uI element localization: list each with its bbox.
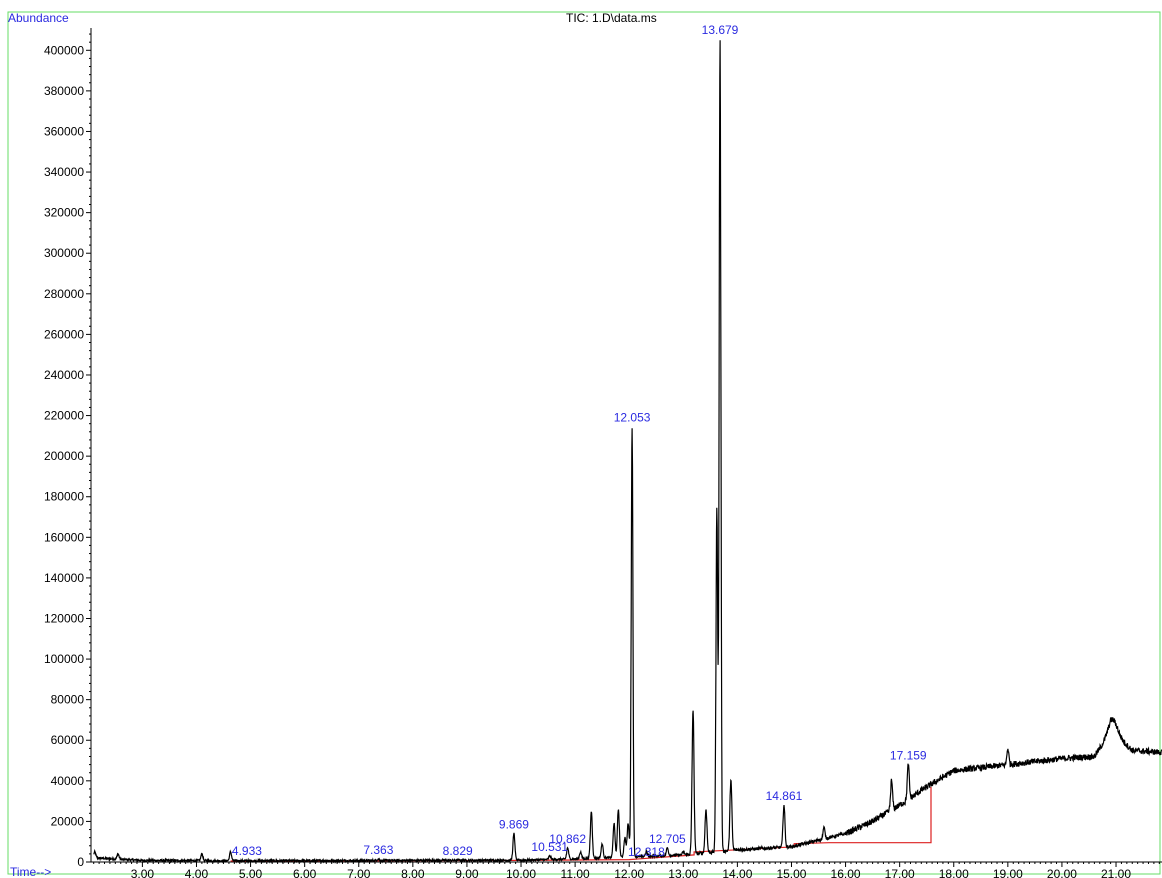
y-tick-label: 320000 (44, 206, 84, 220)
x-ticks: 3.00 4.00 5.00 6.00 7.00 8.00 9.00 10.00 11.00 12… (93, 862, 1160, 878)
y-tick-label: 0 (77, 855, 84, 869)
x-tick-label: 10.00 (506, 867, 536, 878)
peak-label: 7.363 (363, 843, 393, 857)
plot-frame (7, 11, 1161, 875)
peak-label: 8.829 (443, 844, 473, 858)
peak-label: 12.053 (614, 411, 651, 425)
y-tick-label: 300000 (44, 246, 84, 260)
x-tick-label: 17.00 (885, 867, 915, 878)
y-ticks: 0 20000 40000 60000 80000 100000 120000 140000 1… (44, 33, 91, 869)
peak-labels: 4.933 7.363 8.8299.86910.53110.86212.31812… (232, 23, 927, 859)
x-tick-label: 15.00 (776, 867, 806, 878)
y-tick-label: 60000 (51, 733, 85, 747)
integration-baseline (230, 786, 932, 862)
x-tick-label: 20.00 (1047, 867, 1077, 878)
x-tick-label: 14.00 (722, 867, 752, 878)
x-tick-label: 12.00 (614, 867, 644, 878)
x-tick-label: 4.00 (185, 867, 209, 878)
x-tick-label: 16.00 (831, 867, 861, 878)
x-tick-label: 11.00 (561, 867, 590, 878)
y-tick-label: 100000 (44, 652, 84, 666)
x-tick-label: 18.00 (939, 867, 969, 878)
y-tick-label: 140000 (44, 571, 84, 585)
peak-label: 13.679 (702, 23, 739, 37)
chart-title: TIC: 1.D\data.ms (566, 11, 657, 25)
y-tick-label: 120000 (44, 611, 84, 625)
y-tick-label: 280000 (44, 287, 84, 301)
y-tick-label: 80000 (51, 693, 85, 707)
y-tick-label: 380000 (44, 84, 84, 98)
x-tick-label: 6.00 (293, 867, 317, 878)
y-tick-label: 180000 (44, 490, 84, 504)
y-tick-label: 160000 (44, 530, 84, 544)
y-tick-label: 200000 (44, 449, 84, 463)
x-tick-label: 21.00 (1101, 867, 1131, 878)
peak-label: 10.862 (549, 832, 586, 846)
y-tick-label: 260000 (44, 327, 84, 341)
x-tick-label: 7.00 (347, 867, 371, 878)
x-tick-label: 19.00 (993, 867, 1023, 878)
y-tick-label: 40000 (51, 774, 85, 788)
y-tick-label: 240000 (44, 368, 84, 382)
peak-label: 10.531 (531, 840, 568, 854)
peak-label: 9.869 (499, 818, 529, 832)
peak-label: 12.705 (649, 832, 686, 846)
x-tick-label: 3.00 (131, 867, 155, 878)
y-axis-title: Abundance (8, 11, 69, 25)
x-tick-label: 13.00 (668, 867, 698, 878)
y-tick-label: 220000 (44, 409, 84, 423)
tic-trace (93, 40, 1162, 865)
peak-label: 14.861 (766, 789, 803, 803)
peak-label: 12.318 (628, 845, 665, 859)
x-axis-title: Time--> (10, 865, 51, 878)
peak-label: 17.159 (890, 749, 927, 763)
y-tick-label: 20000 (51, 814, 85, 828)
x-tick-label: 8.00 (401, 867, 425, 878)
peak-label: 4.933 (232, 844, 262, 858)
y-tick-label: 360000 (44, 124, 84, 138)
y-tick-label: 400000 (44, 43, 84, 57)
x-tick-label: 9.00 (455, 867, 479, 878)
y-tick-label: 340000 (44, 165, 84, 179)
x-tick-label: 5.00 (239, 867, 263, 878)
